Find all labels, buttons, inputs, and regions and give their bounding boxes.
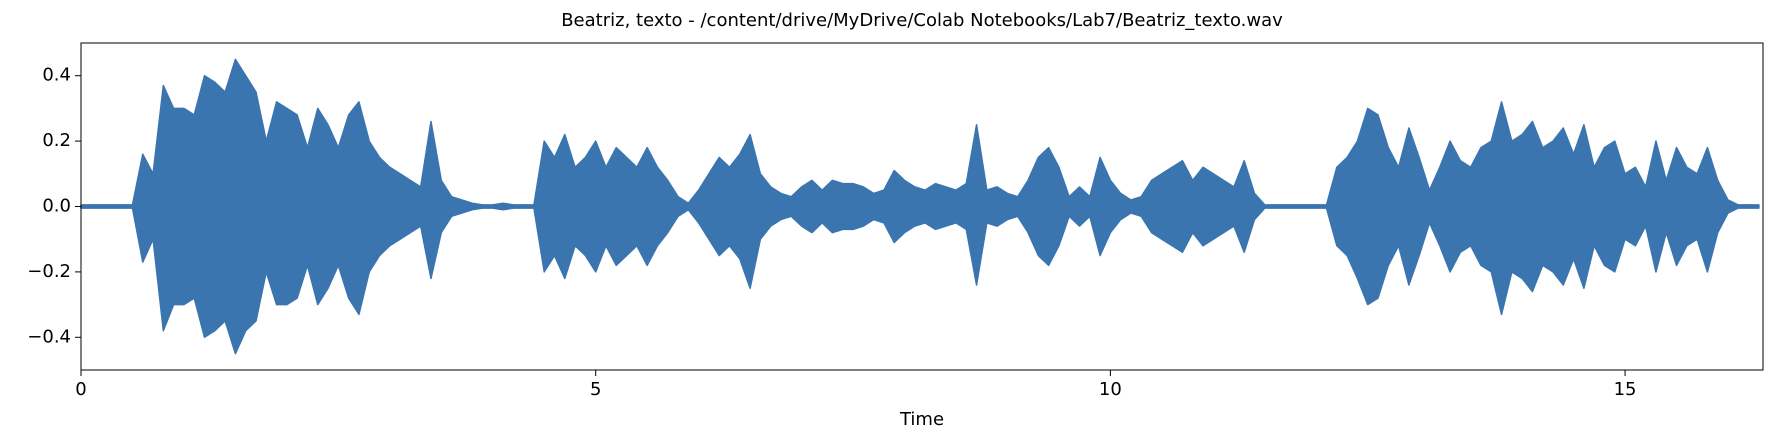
x-axis-label: Time — [899, 409, 944, 430]
y-tick-label: −0.2 — [27, 261, 71, 282]
waveform-min — [80, 205, 1760, 355]
x-tick-label: 10 — [1099, 379, 1122, 400]
x-tick-label: 15 — [1614, 379, 1637, 400]
chart-title: Beatriz, texto - /content/drive/MyDrive/… — [561, 10, 1283, 31]
x-tick-label: 5 — [590, 379, 601, 400]
waveform-max — [80, 58, 1760, 208]
y-tick-label: −0.4 — [27, 326, 71, 347]
x-tick-label: 0 — [75, 379, 86, 400]
y-tick-label: 0.4 — [42, 65, 71, 86]
y-tick-label: 0.0 — [42, 196, 71, 217]
y-tick-label: 0.2 — [42, 130, 71, 151]
